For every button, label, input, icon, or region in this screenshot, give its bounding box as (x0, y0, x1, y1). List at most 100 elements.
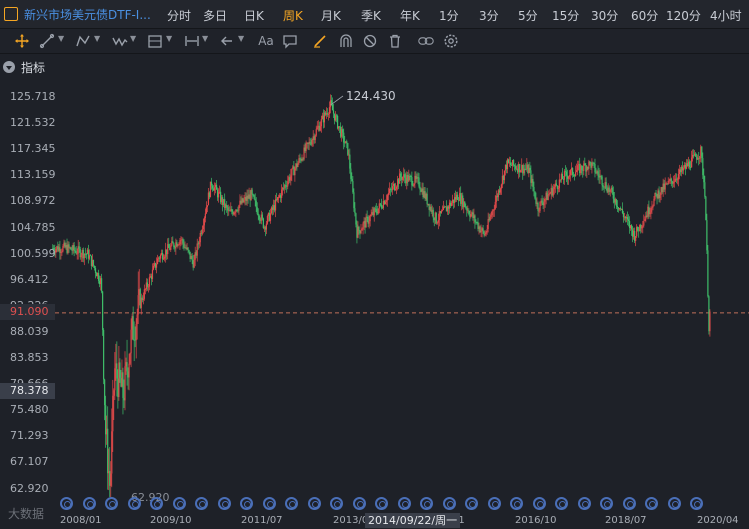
period-tab[interactable]: 15分 (552, 9, 580, 23)
event-marker-icon[interactable] (352, 497, 366, 510)
event-marker-icon[interactable] (82, 497, 96, 510)
wave-icon[interactable] (111, 33, 129, 50)
event-marker-icon[interactable] (375, 497, 388, 510)
period-tab[interactable]: 30分 (591, 9, 619, 23)
candle-down (579, 164, 581, 174)
event-marker-icon[interactable] (150, 497, 163, 510)
period-tab[interactable]: 分时 (167, 9, 192, 23)
period-tab[interactable]: 季K (361, 9, 381, 23)
chevron-down-icon[interactable]: ▼ (94, 34, 101, 43)
candle-down (617, 207, 619, 210)
move-icon[interactable] (13, 33, 31, 50)
event-marker-icon[interactable] (667, 497, 681, 510)
measure-icon[interactable] (146, 33, 164, 50)
candle-down (79, 249, 81, 258)
settings-icon[interactable] (442, 33, 460, 50)
candle-down (350, 168, 352, 179)
comment-icon[interactable] (281, 33, 299, 50)
event-marker-icon[interactable] (127, 497, 141, 510)
event-marker-icon[interactable] (487, 497, 501, 510)
period-tab[interactable]: 日K (244, 9, 264, 23)
event-marker-icon[interactable] (105, 497, 118, 510)
candle-up (599, 176, 601, 178)
event-marker-icon[interactable] (442, 497, 456, 510)
candle-down (349, 154, 351, 169)
event-marker-icon[interactable] (465, 497, 478, 510)
event-marker-icon[interactable] (690, 497, 703, 510)
magnet-icon[interactable] (337, 33, 355, 50)
window-icon[interactable] (4, 7, 18, 21)
security-title[interactable]: 新兴市场美元债DTF-I... (24, 7, 151, 22)
event-marker-icon[interactable] (330, 497, 343, 510)
period-tab[interactable]: 5分 (518, 9, 538, 23)
text-icon[interactable]: Aa (258, 34, 274, 48)
event-marker-icon[interactable] (510, 497, 523, 510)
candle-up (206, 205, 209, 208)
collapse-icon[interactable] (3, 61, 15, 73)
polyline-icon[interactable] (74, 33, 92, 50)
range-icon[interactable] (183, 33, 201, 50)
candle-down (335, 115, 338, 117)
event-marker-icon[interactable] (307, 497, 321, 510)
candle-up (387, 193, 390, 196)
period-tab[interactable]: 多日 (203, 9, 228, 23)
event-marker-icon[interactable] (600, 497, 613, 510)
event-marker-icon[interactable] (397, 497, 411, 510)
candle-up (386, 195, 389, 201)
candle-down (696, 156, 698, 160)
event-marker-icon[interactable] (217, 497, 231, 510)
period-tab[interactable]: 60分 (631, 9, 659, 23)
candlestick-chart[interactable] (0, 78, 749, 497)
hide-icon[interactable] (361, 33, 379, 50)
period-tab[interactable]: 1分 (439, 9, 459, 23)
chevron-down-icon[interactable]: ▼ (166, 34, 173, 43)
line-icon[interactable] (38, 33, 56, 50)
trash-icon[interactable] (386, 33, 404, 50)
indicator-header[interactable]: 指标 (0, 56, 749, 78)
event-marker-icon[interactable] (262, 497, 276, 510)
chevron-down-icon[interactable]: ▼ (238, 34, 245, 43)
candle-down (542, 203, 544, 206)
period-tab[interactable]: 3分 (479, 9, 499, 23)
candle-up (193, 259, 195, 268)
candle-up (680, 166, 683, 173)
event-marker-icon[interactable] (195, 497, 208, 510)
event-marker-icon[interactable] (532, 497, 546, 510)
link-icon[interactable] (416, 33, 436, 50)
period-tab[interactable]: 年K (400, 9, 420, 23)
candle-down (273, 205, 276, 211)
candle-down (695, 153, 697, 157)
event-marker-icon[interactable] (555, 497, 568, 510)
candle-down (661, 187, 663, 193)
candle-up (528, 167, 530, 174)
candle-down (253, 195, 255, 199)
candle-up (677, 173, 679, 180)
candle-up (635, 236, 637, 241)
candle-up (568, 175, 571, 177)
pen-icon[interactable] (311, 33, 329, 50)
candle-up (499, 188, 501, 193)
event-marker-icon[interactable] (420, 497, 433, 510)
candle-down (326, 113, 329, 115)
arrow-left-icon[interactable] (218, 33, 236, 50)
candle-down (595, 172, 597, 174)
candle-up (425, 193, 427, 199)
chevron-down-icon[interactable]: ▼ (202, 34, 209, 43)
candle-up (190, 255, 192, 259)
candle-up (311, 139, 313, 145)
event-marker-icon[interactable] (240, 497, 253, 510)
period-tab[interactable]: 月K (321, 9, 341, 23)
event-marker-icon[interactable] (172, 497, 186, 510)
event-marker-icon[interactable] (285, 497, 298, 510)
chevron-down-icon[interactable]: ▼ (58, 34, 65, 43)
event-marker-icon[interactable] (577, 497, 591, 510)
period-tab[interactable]: 周K (283, 9, 303, 23)
chevron-down-icon[interactable]: ▼ (130, 34, 137, 43)
candle-down (346, 141, 348, 143)
event-marker-icon[interactable] (622, 497, 636, 510)
candle-up (329, 100, 332, 108)
period-tab[interactable]: 120分 (666, 9, 701, 23)
event-marker-icon[interactable] (60, 497, 73, 510)
event-marker-icon[interactable] (645, 497, 658, 510)
period-tab[interactable]: 4小时 (710, 9, 742, 23)
